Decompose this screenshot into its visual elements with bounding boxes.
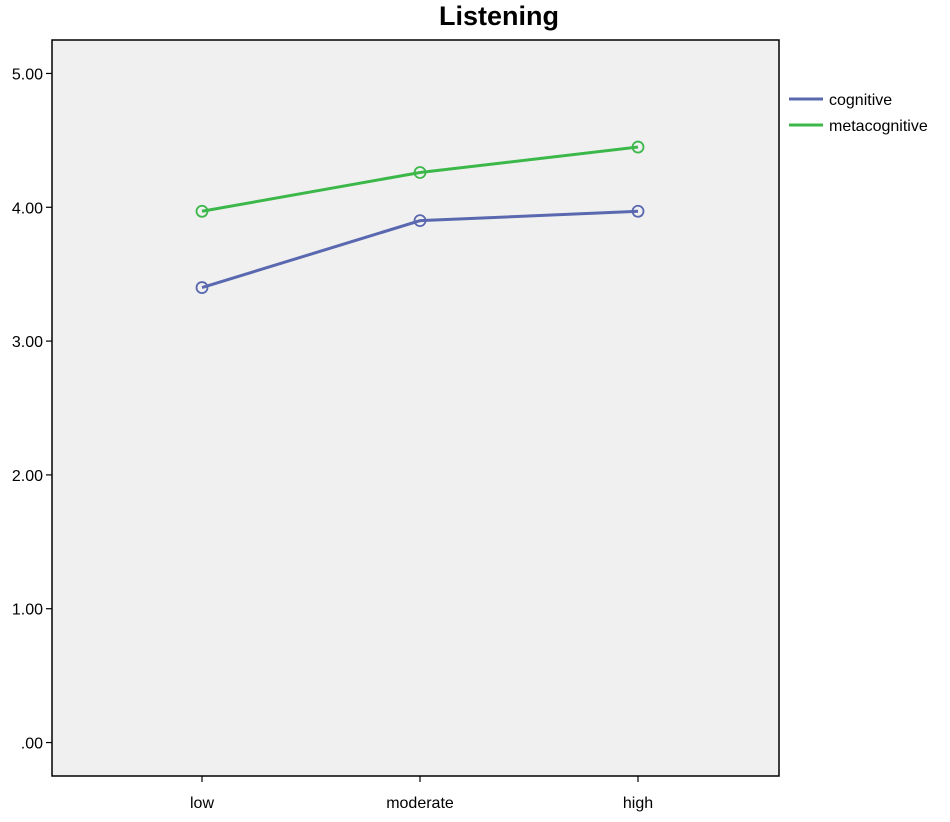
data-point-cognitive-moderate: [413, 214, 427, 228]
data-point-metacognitive-low: [195, 204, 209, 218]
y-tick-label: 3.00: [12, 334, 43, 351]
y-tick-label: 5.00: [12, 66, 43, 83]
y-tick-label: 2.00: [12, 468, 43, 485]
x-tick-label: moderate: [386, 795, 454, 812]
data-point-cognitive-high: [631, 204, 645, 218]
y-axis: .00 1.00 2.00 3.00 4.00 5.00: [12, 66, 52, 753]
legend-label-metacognitive: metacognitive: [829, 118, 928, 135]
chart-title: Listening: [439, 1, 559, 31]
x-axis: low moderate high: [190, 776, 653, 812]
y-tick-label: 4.00: [12, 200, 43, 217]
legend: cognitive metacognitive: [789, 92, 928, 135]
y-tick-label: .00: [21, 736, 43, 753]
y-tick-label: 1.00: [12, 602, 43, 619]
x-tick-label: high: [623, 795, 653, 812]
data-point-metacognitive-moderate: [413, 166, 427, 179]
legend-label-cognitive: cognitive: [829, 92, 892, 109]
x-tick-label: low: [190, 795, 214, 812]
series-line-cognitive: [201, 209, 639, 289]
plot-area: [51, 39, 780, 777]
series-layer: [195, 140, 645, 294]
series-line-metacognitive: [201, 145, 639, 213]
data-point-cognitive-low: [195, 281, 209, 294]
data-point-metacognitive-high: [631, 140, 645, 154]
